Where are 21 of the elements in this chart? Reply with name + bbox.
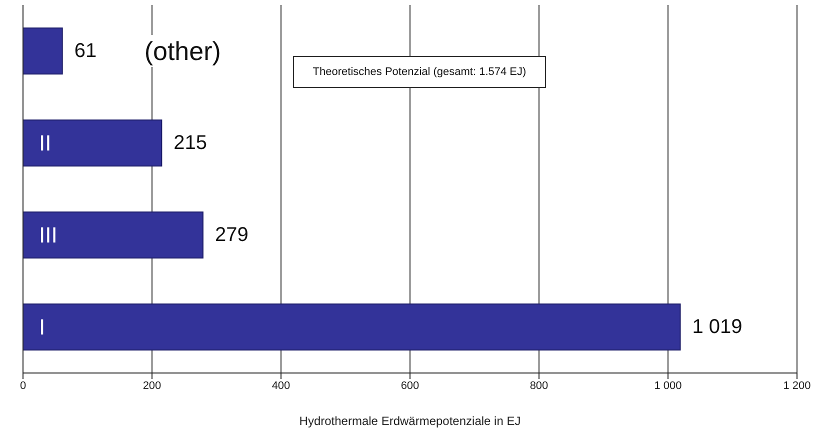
x-tick-label: 600 [400, 380, 420, 392]
data-label: 1 019 [692, 316, 742, 338]
data-label: 61 [74, 40, 97, 62]
bar [23, 120, 162, 166]
y-tick-label: III [39, 222, 58, 248]
x-tick-label: 0 [20, 380, 26, 392]
bar [23, 304, 681, 350]
y-tick-label: I [39, 314, 46, 340]
y-tick-label: (other) [144, 36, 221, 66]
bar [23, 212, 204, 258]
data-label: 215 [174, 132, 208, 154]
x-tick-label: 800 [530, 380, 548, 392]
bar [23, 28, 63, 74]
x-tick-label: 400 [272, 380, 290, 392]
x-tick-label: 1 000 [654, 380, 682, 392]
data-label: 279 [214, 224, 248, 246]
x-axis-title: Hydrothermale Erdwärmepotenziale in EJ [299, 414, 521, 428]
x-tick-label: 1 200 [783, 380, 811, 392]
y-tick-label: II [39, 130, 52, 156]
note-box: Theoretisches Potenzial (gesamt: 1.574 EJ) [293, 56, 546, 88]
x-tick-label: 200 [142, 380, 162, 392]
